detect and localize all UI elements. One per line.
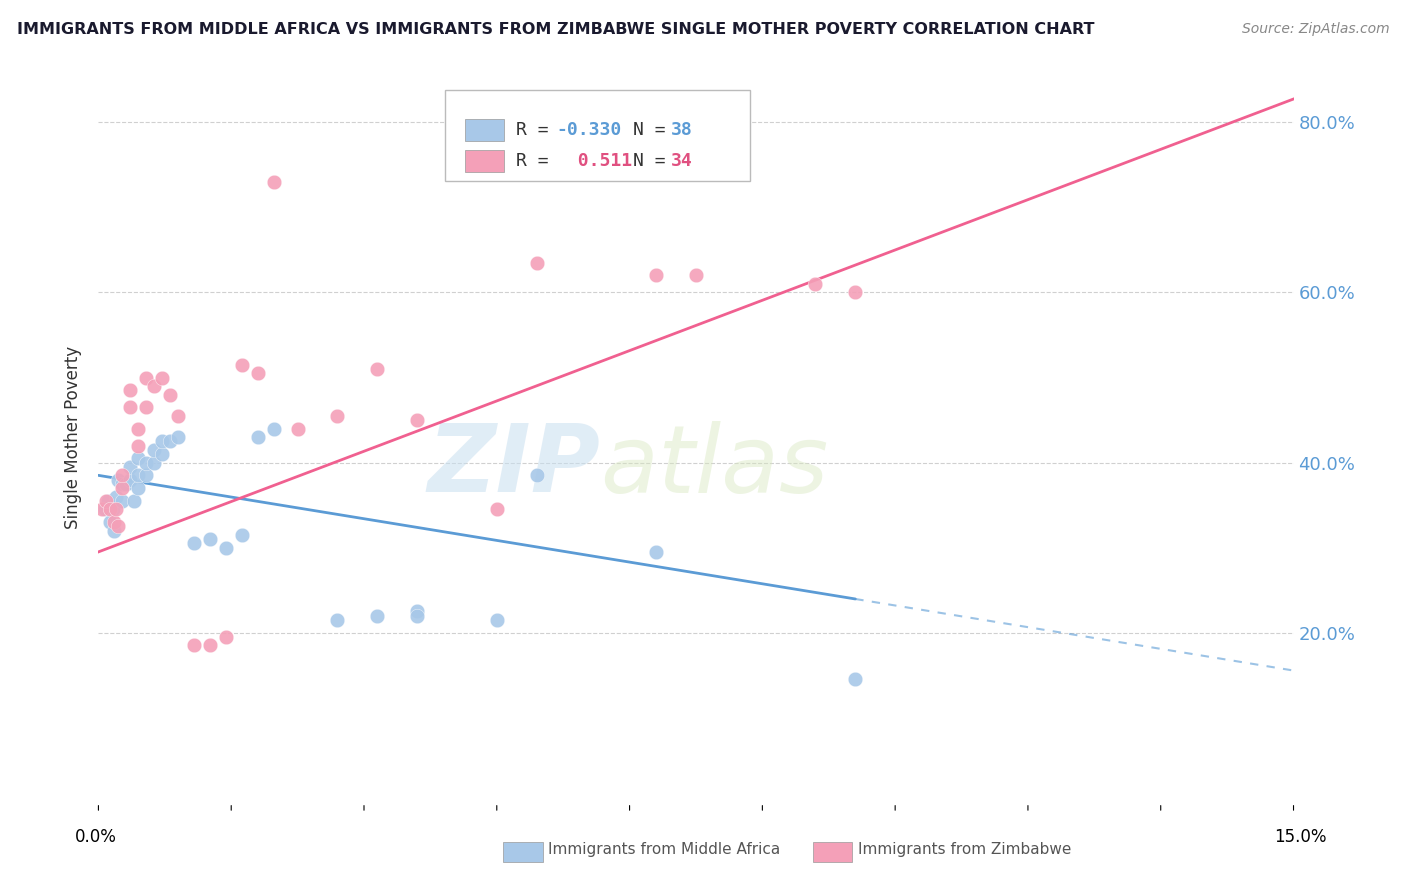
Point [198, 532, 221, 546]
Point [111, 476, 134, 491]
Point [91, 502, 114, 516]
Point [406, 604, 429, 618]
Point [167, 430, 190, 444]
Point [135, 456, 157, 470]
Y-axis label: Single Mother Poverty: Single Mother Poverty [65, 345, 83, 529]
Point [107, 519, 129, 533]
Point [844, 673, 866, 687]
Point [97, 494, 120, 508]
Point [150, 447, 173, 461]
Point [111, 494, 134, 508]
Point [127, 439, 149, 453]
Text: Source: ZipAtlas.com: Source: ZipAtlas.com [1241, 22, 1389, 37]
Text: 0.511: 0.511 [557, 153, 633, 170]
Point [326, 613, 349, 627]
Text: Immigrants from Middle Africa: Immigrants from Middle Africa [548, 842, 780, 856]
Point [645, 545, 668, 559]
Point [127, 481, 149, 495]
Point [127, 421, 149, 435]
Point [366, 362, 388, 376]
Point [115, 476, 138, 491]
Point [94, 502, 117, 516]
Point [685, 268, 707, 283]
Text: R =: R = [516, 121, 560, 139]
Point [406, 413, 429, 427]
Point [183, 536, 205, 550]
Point [326, 409, 349, 423]
Point [143, 442, 166, 457]
Point [127, 451, 149, 466]
Text: ZIP: ZIP [427, 420, 600, 512]
Point [246, 430, 269, 444]
Point [231, 358, 253, 372]
Point [96, 494, 118, 508]
Point [103, 515, 125, 529]
Point [215, 541, 238, 555]
Point [159, 387, 181, 401]
Point [111, 481, 134, 495]
FancyBboxPatch shape [465, 151, 503, 172]
Point [120, 401, 142, 415]
Point [526, 468, 548, 483]
Point [104, 490, 127, 504]
Point [485, 502, 508, 516]
Point [101, 502, 124, 516]
Point [107, 473, 129, 487]
Point [215, 630, 238, 644]
Point [485, 613, 508, 627]
Point [143, 379, 166, 393]
Point [804, 277, 827, 291]
Point [366, 608, 388, 623]
Point [143, 456, 166, 470]
Point [150, 370, 173, 384]
Point [111, 468, 134, 483]
Point [103, 524, 125, 538]
Point [406, 608, 429, 623]
Text: N =: N = [633, 153, 676, 170]
Point [183, 639, 205, 653]
Point [231, 528, 253, 542]
FancyBboxPatch shape [446, 90, 749, 181]
Text: -0.330: -0.330 [557, 121, 621, 139]
Point [287, 421, 309, 435]
Point [198, 639, 221, 653]
Text: N =: N = [633, 121, 676, 139]
Text: IMMIGRANTS FROM MIDDLE AFRICA VS IMMIGRANTS FROM ZIMBABWE SINGLE MOTHER POVERTY : IMMIGRANTS FROM MIDDLE AFRICA VS IMMIGRA… [17, 22, 1094, 37]
Point [167, 409, 190, 423]
Point [135, 468, 157, 483]
Text: atlas: atlas [600, 421, 828, 512]
Text: 38: 38 [671, 121, 693, 139]
Point [98, 502, 122, 516]
Point [844, 285, 866, 300]
Point [135, 401, 157, 415]
Point [120, 459, 142, 474]
Point [526, 256, 548, 270]
Text: Immigrants from Zimbabwe: Immigrants from Zimbabwe [858, 842, 1071, 856]
Point [135, 370, 157, 384]
Point [120, 384, 142, 398]
Point [645, 268, 668, 283]
Point [150, 434, 173, 449]
FancyBboxPatch shape [465, 119, 503, 141]
Point [159, 434, 181, 449]
Text: R =: R = [516, 153, 560, 170]
Point [98, 515, 122, 529]
Point [263, 421, 285, 435]
Text: 34: 34 [671, 153, 693, 170]
Point [263, 175, 285, 189]
Point [120, 473, 142, 487]
Point [124, 494, 146, 508]
Text: 15.0%: 15.0% [1274, 828, 1327, 846]
Point [104, 502, 127, 516]
Text: 0.0%: 0.0% [75, 828, 117, 846]
Point [246, 366, 269, 380]
Point [127, 468, 149, 483]
